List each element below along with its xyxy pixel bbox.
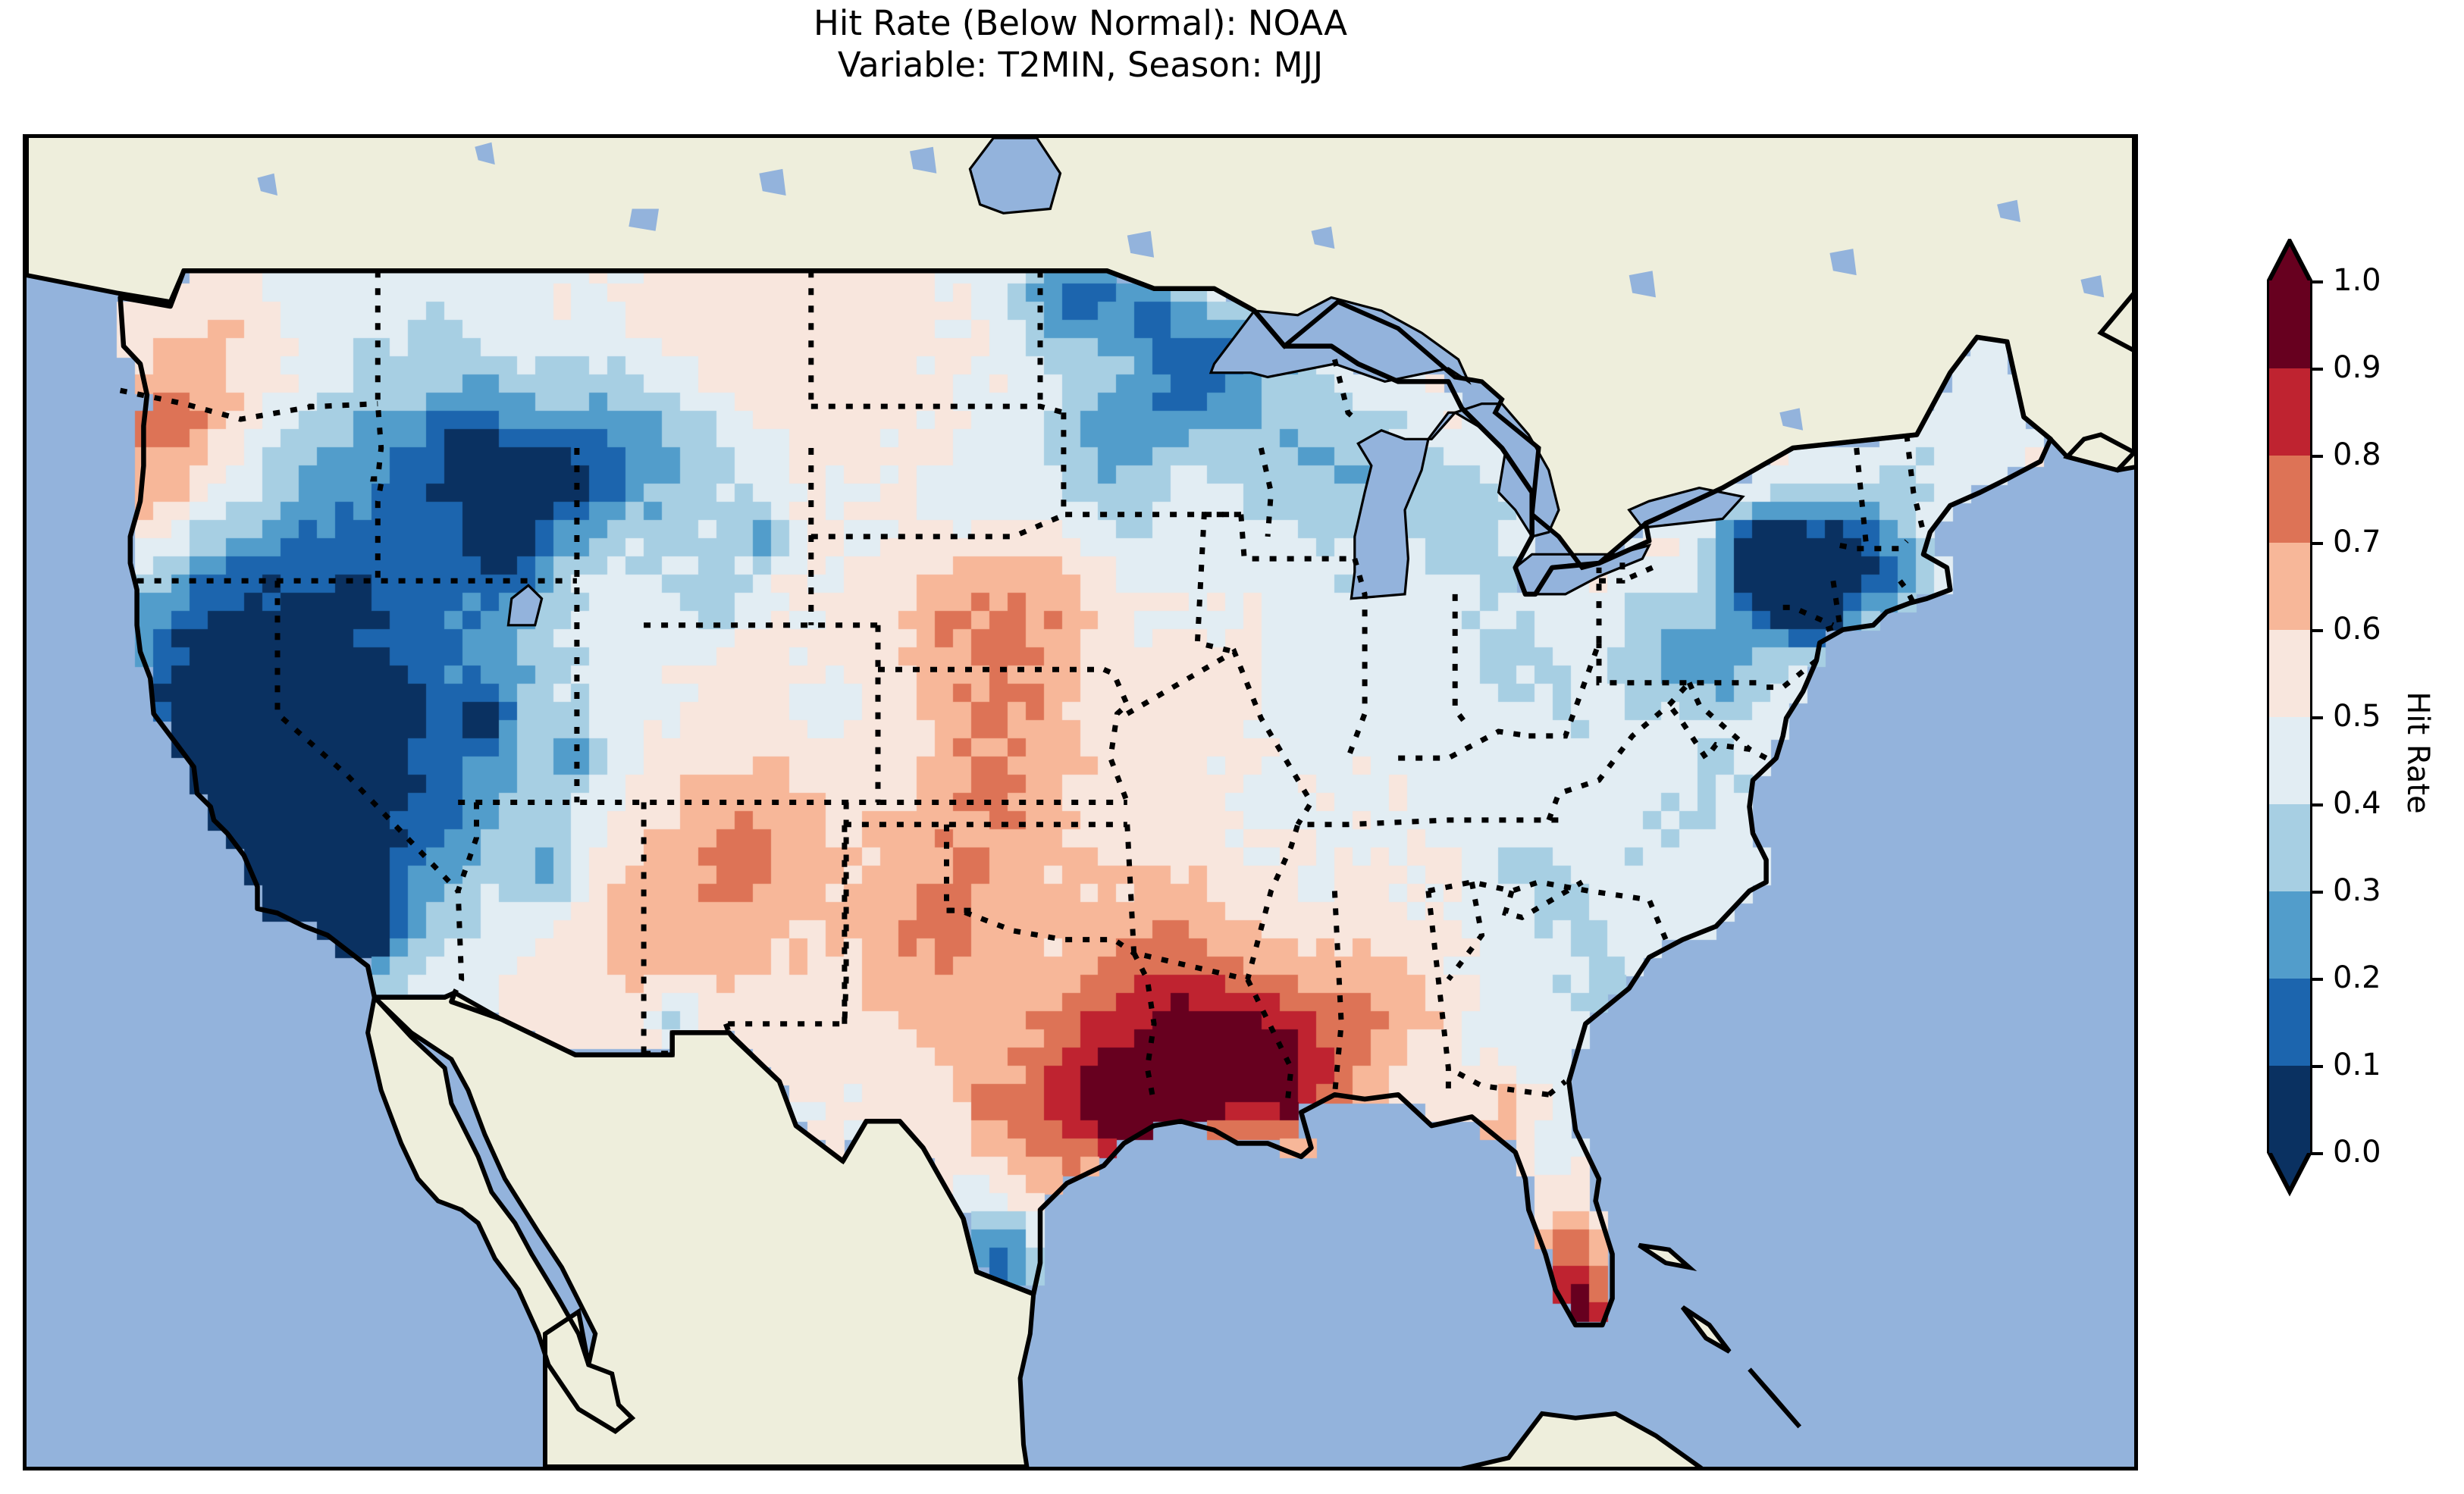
colorbar-band [2269, 716, 2310, 804]
colorbar-tick [2310, 455, 2323, 458]
chart-title: Hit Rate (Below Normal): NOAA Variable: … [0, 3, 2161, 86]
colorbar-band [2269, 368, 2310, 456]
colorbar[interactable]: Hit Rate 1.0 0.9 0.8 0.7 0.6 0.5 0.4 0.3 0.2 0.1 0… [2267, 239, 2464, 1249]
colorbar-tick-label: 0.0 [2333, 1135, 2381, 1170]
colorbar-tick [2310, 803, 2323, 807]
colorbar-tick [2310, 891, 2323, 894]
map-axes[interactable] [23, 134, 2138, 1471]
colorbar-tick-label: 1.0 [2333, 263, 2381, 298]
colorbar-band [2269, 1065, 2310, 1153]
colorbar-bands [2269, 280, 2310, 1153]
colorbar-tick-label: 0.2 [2333, 960, 2381, 995]
colorbar-band [2269, 542, 2310, 630]
colorbar-band [2269, 280, 2310, 368]
colorbar-band [2269, 455, 2310, 543]
colorbar-tick-label: 0.7 [2333, 525, 2381, 559]
colorbar-tick-label: 0.1 [2333, 1048, 2381, 1082]
colorbar-tick [2310, 542, 2323, 545]
colorbar-band [2269, 803, 2310, 891]
colorbar-tick [2310, 280, 2323, 283]
colorbar-tick-label: 0.5 [2333, 699, 2381, 734]
colorbar-tick [2310, 716, 2323, 719]
colorbar-tick-label: 0.8 [2333, 437, 2381, 472]
colorbar-tick [2310, 629, 2323, 632]
colorbar-tick [2310, 368, 2323, 371]
colorbar-tick-label: 0.3 [2333, 873, 2381, 908]
colorbar-tick [2310, 1065, 2323, 1068]
geography-overlay [27, 138, 2134, 1467]
map-canvas [27, 138, 2134, 1467]
colorbar-tick [2310, 1152, 2323, 1155]
colorbar-band [2269, 891, 2310, 979]
colorbar-tick-label: 0.9 [2333, 350, 2381, 385]
title-line-1: Hit Rate (Below Normal): NOAA [813, 3, 1347, 43]
title-line-2: Variable: T2MIN, Season: MJJ [837, 44, 1324, 85]
colorbar-tick-label: 0.6 [2333, 612, 2381, 647]
colorbar-tick [2310, 978, 2323, 981]
colorbar-title: Hit Rate [2400, 691, 2435, 814]
colorbar-tick-label: 0.4 [2333, 786, 2381, 821]
colorbar-band [2269, 978, 2310, 1066]
colorbar-band [2269, 629, 2310, 717]
